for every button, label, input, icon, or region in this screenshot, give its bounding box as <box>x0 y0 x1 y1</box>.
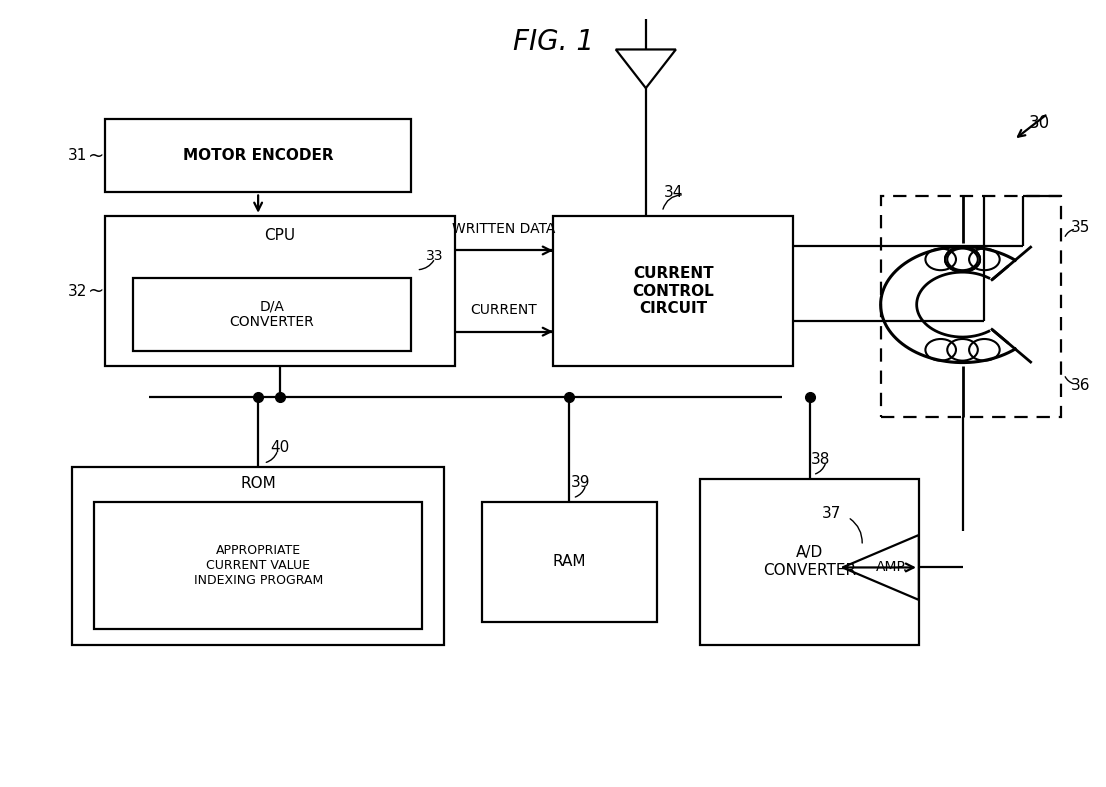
Bar <box>133 278 411 351</box>
Text: FIG. 1: FIG. 1 <box>512 28 594 56</box>
Bar <box>482 502 657 622</box>
Text: 33: 33 <box>426 249 444 263</box>
Bar <box>94 502 422 630</box>
Text: CPU: CPU <box>264 227 295 242</box>
Text: ~: ~ <box>88 282 105 301</box>
Bar <box>700 478 919 645</box>
Text: 37: 37 <box>822 506 842 521</box>
Text: 34: 34 <box>664 185 682 200</box>
Text: 38: 38 <box>811 452 831 467</box>
Text: D/A
CONVERTER: D/A CONVERTER <box>229 299 314 329</box>
Text: 40: 40 <box>270 440 290 455</box>
Text: 36: 36 <box>1071 379 1091 394</box>
Text: 30: 30 <box>1029 114 1050 132</box>
Bar <box>880 197 1061 416</box>
Text: 39: 39 <box>571 475 591 490</box>
Text: ~: ~ <box>88 146 105 165</box>
Text: MOTOR ENCODER: MOTOR ENCODER <box>182 148 333 163</box>
Bar <box>105 216 455 367</box>
Text: CURRENT
CONTROL
CIRCUIT: CURRENT CONTROL CIRCUIT <box>633 266 714 316</box>
Text: AMP.: AMP. <box>876 560 908 575</box>
Text: ROM: ROM <box>240 476 276 491</box>
Bar <box>553 216 793 367</box>
Text: 35: 35 <box>1071 220 1091 235</box>
Text: 32: 32 <box>69 283 87 298</box>
Text: WRITTEN DATA: WRITTEN DATA <box>452 222 555 236</box>
Text: A/D
CONVERTER: A/D CONVERTER <box>763 545 856 578</box>
Text: APPROPRIATE
CURRENT VALUE
INDEXING PROGRAM: APPROPRIATE CURRENT VALUE INDEXING PROGR… <box>194 544 323 587</box>
Text: CURRENT: CURRENT <box>470 303 538 317</box>
Text: 31: 31 <box>69 148 87 163</box>
Text: RAM: RAM <box>553 554 586 569</box>
Bar <box>105 119 411 193</box>
Bar <box>73 467 444 645</box>
